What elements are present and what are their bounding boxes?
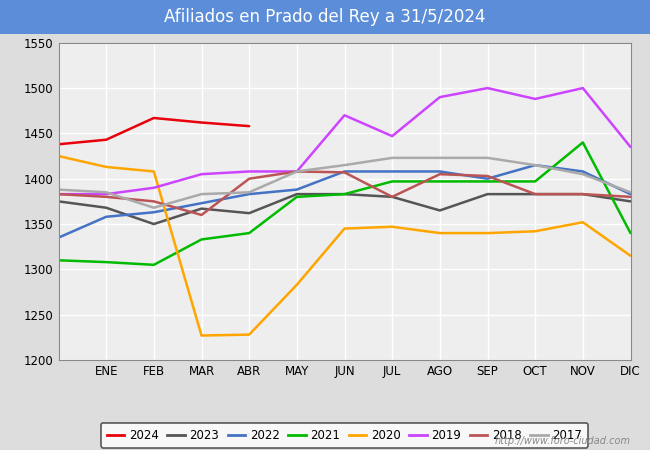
Text: Afiliados en Prado del Rey a 31/5/2024: Afiliados en Prado del Rey a 31/5/2024 xyxy=(164,8,486,26)
Text: http://www.foro-ciudad.com: http://www.foro-ciudad.com xyxy=(495,436,630,446)
Legend: 2024, 2023, 2022, 2021, 2020, 2019, 2018, 2017: 2024, 2023, 2022, 2021, 2020, 2019, 2018… xyxy=(101,423,588,448)
